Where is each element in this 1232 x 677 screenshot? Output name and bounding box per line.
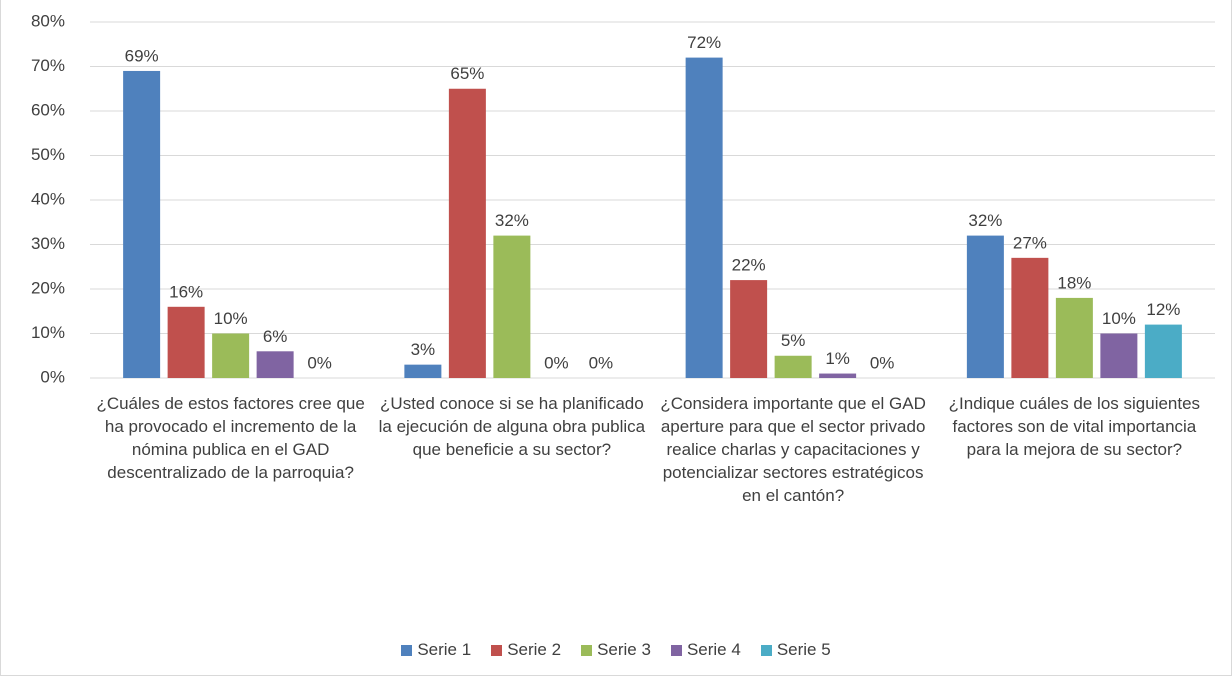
legend-swatch	[670, 644, 682, 656]
bar	[167, 306, 205, 378]
y-tick-label: 70%	[31, 56, 65, 75]
data-label: 12%	[1146, 300, 1180, 319]
data-label: 10%	[214, 309, 248, 328]
data-label: 65%	[450, 64, 484, 83]
x-tick-label: ¿Usted conoce si se ha planificado la ej…	[378, 394, 646, 459]
legend-swatch	[401, 644, 413, 656]
data-label: 72%	[687, 33, 721, 52]
y-tick-label: 50%	[31, 145, 65, 164]
bar	[1100, 333, 1138, 378]
y-tick-label: 20%	[31, 278, 65, 297]
x-tick-label: ¿Considera importante que el GAD apertur…	[660, 394, 926, 505]
data-label: 69%	[125, 46, 159, 65]
data-label: 0%	[544, 353, 569, 372]
bar	[685, 57, 723, 378]
bar	[123, 70, 161, 378]
y-tick-label: 60%	[31, 100, 65, 119]
legend-item: Serie 1	[401, 640, 471, 660]
bar	[1011, 257, 1049, 378]
legend: Serie 1 Serie 2 Serie 3 Serie 4 Serie 5	[0, 640, 1232, 660]
data-label: 0%	[307, 353, 332, 372]
data-label: 0%	[870, 353, 895, 372]
bar	[819, 373, 857, 378]
data-label: 0%	[589, 353, 614, 372]
data-label: 32%	[968, 211, 1002, 230]
bar	[774, 355, 812, 378]
data-label: 3%	[411, 340, 436, 359]
legend-label: Serie 3	[597, 640, 651, 659]
y-tick-label: 0%	[40, 367, 65, 386]
data-label: 22%	[732, 256, 766, 275]
bar	[256, 351, 294, 378]
legend-swatch	[491, 644, 503, 656]
legend-item: Serie 3	[581, 640, 651, 660]
x-tick-label: ¿Cuáles de estos factores cree que ha pr…	[96, 394, 365, 482]
data-label: 18%	[1057, 273, 1091, 292]
data-label: 6%	[263, 327, 288, 346]
x-tick-label: ¿Indique cuáles de los siguientes factor…	[948, 394, 1201, 459]
legend-swatch	[760, 644, 772, 656]
data-label: 32%	[495, 211, 529, 230]
data-label: 16%	[169, 282, 203, 301]
bar	[493, 235, 531, 378]
legend-label: Serie 5	[776, 640, 831, 659]
data-label: 1%	[825, 349, 850, 368]
data-label: 5%	[781, 331, 806, 350]
legend-swatch	[581, 644, 593, 656]
bar	[730, 280, 768, 378]
legend-item: Serie 4	[670, 640, 741, 660]
y-tick-label: 40%	[31, 189, 65, 208]
bar	[404, 364, 442, 378]
y-tick-label: 80%	[31, 11, 65, 30]
bar	[1055, 297, 1093, 378]
legend-label: Serie 1	[417, 640, 472, 659]
legend-label: Serie 2	[507, 640, 562, 659]
bar	[212, 333, 250, 378]
y-tick-label: 10%	[31, 323, 65, 342]
legend-item: Serie 5	[760, 640, 831, 660]
bar	[448, 88, 486, 378]
y-tick-label: 30%	[31, 234, 65, 253]
data-label: 27%	[1013, 233, 1047, 252]
bar	[1144, 324, 1182, 378]
legend-item: Serie 2	[491, 640, 561, 660]
data-label: 10%	[1102, 309, 1136, 328]
bar	[966, 235, 1004, 378]
legend-label: Serie 4	[686, 640, 741, 659]
